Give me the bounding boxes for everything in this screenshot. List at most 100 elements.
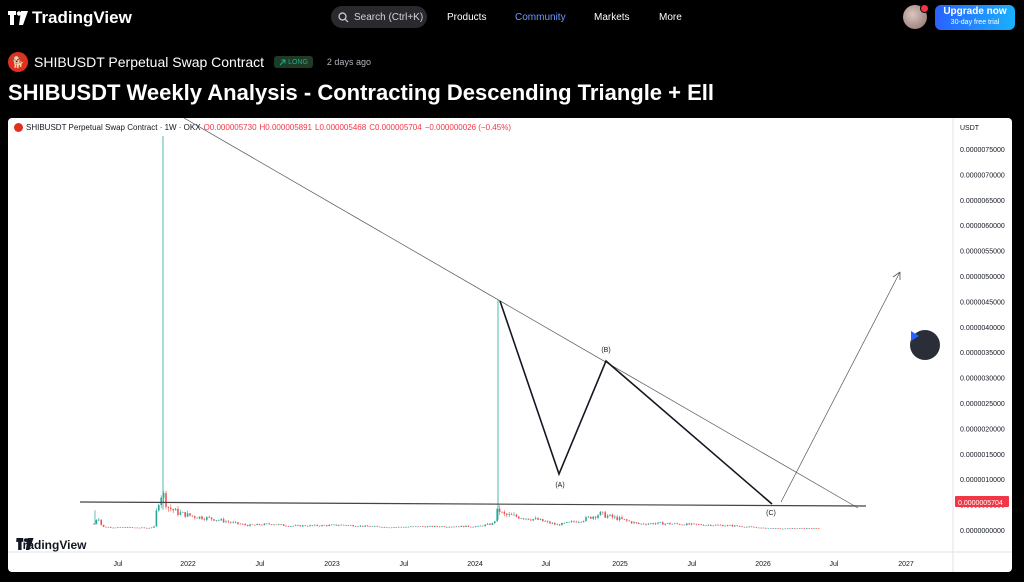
candle-body (798, 528, 801, 529)
candle-body (702, 525, 705, 526)
candle-body (753, 526, 755, 528)
candle-body (273, 524, 275, 526)
upper-trendline (183, 118, 859, 509)
candle-body (525, 518, 527, 520)
candle-body (472, 526, 474, 528)
candle-body (222, 519, 225, 523)
candle-body (93, 523, 95, 525)
nav-products[interactable]: Products (447, 12, 487, 23)
symbol-title-link[interactable]: SHIBUSDT Perpetual Swap Contract (34, 54, 265, 70)
candle-body (191, 515, 194, 517)
brand-name: TradingView (32, 8, 132, 27)
chart-legend: SHIBUSDT Perpetual Swap Contract · 1W · … (14, 123, 511, 132)
candle-body (614, 516, 616, 518)
candle-body (186, 513, 189, 517)
candle-body (722, 525, 724, 527)
candle-body (237, 522, 239, 524)
price-chart[interactable]: USDT 0.0000075000 0.0000070000 0.0000065000… (8, 118, 1012, 572)
candle-body (275, 524, 278, 526)
candle-body (314, 524, 316, 526)
candle-body (688, 523, 690, 525)
candle-body (532, 519, 534, 521)
tradingview-logo[interactable]: TradingView (8, 8, 132, 28)
candle-body (443, 526, 446, 527)
candle-body (748, 526, 750, 528)
candle-body (563, 522, 566, 524)
candle-body (126, 527, 129, 528)
candle-body (407, 526, 410, 528)
candle-body (251, 524, 254, 526)
candle-body (218, 520, 220, 521)
candle-body (575, 521, 578, 523)
candle-body (592, 516, 594, 519)
candle-body (110, 527, 112, 528)
candle-body (491, 523, 494, 525)
candle-body (789, 528, 791, 530)
candle-body (357, 526, 359, 528)
candle-body (155, 510, 158, 527)
candle-body (258, 524, 261, 525)
candle-body (590, 516, 592, 519)
candle-body (424, 526, 426, 528)
candle-body (220, 519, 222, 521)
search-button[interactable]: Search (Ctrl+K) (331, 6, 427, 28)
candle-body (640, 523, 642, 525)
nav-community[interactable]: Community (515, 12, 566, 23)
candle-body (158, 505, 160, 511)
candle-body (818, 528, 820, 530)
nav-more[interactable]: More (659, 12, 682, 23)
candle-body (285, 525, 287, 527)
candle-body (642, 523, 645, 525)
candle-body (311, 525, 314, 526)
candle-body (342, 524, 345, 526)
time-tick-label: 2024 (467, 561, 483, 568)
candle-body (338, 525, 340, 526)
candle-body (513, 514, 515, 516)
candle-body (669, 523, 671, 525)
candle-body (765, 527, 767, 529)
candle-body (551, 523, 554, 524)
candle-body (717, 524, 719, 526)
legend-close: C0.000005704 (369, 123, 422, 132)
candle-body (386, 526, 388, 528)
chart-card[interactable]: USDT 0.0000075000 0.0000070000 0.0000065000… (8, 118, 1012, 572)
candle-body (395, 527, 398, 528)
candle-body (146, 527, 148, 529)
replay-play-button[interactable] (910, 330, 940, 360)
candle-body (162, 493, 165, 498)
arrow-up-right-icon (279, 59, 286, 65)
candle-body (239, 523, 242, 525)
search-icon (338, 11, 349, 22)
candle-body (182, 511, 184, 513)
price-tick-label: 0.0000010000 (960, 477, 1005, 484)
candle-body (606, 515, 609, 518)
candle-body (477, 525, 479, 527)
candle-body (376, 526, 378, 527)
time-tick-label: Jul (256, 561, 265, 568)
candle-body (486, 523, 489, 525)
upgrade-button[interactable]: Upgrade now 30-day free trial (935, 5, 1015, 30)
candle-body (518, 516, 520, 519)
candle-body (724, 525, 726, 527)
candle-body (400, 526, 402, 528)
play-icon (911, 331, 919, 341)
candle-body (294, 525, 297, 526)
candle-body (129, 527, 131, 528)
tradingview-watermark-icon (16, 538, 34, 550)
wave-label: (C) (766, 510, 776, 517)
nav-markets[interactable]: Markets (594, 12, 630, 23)
candle-body (278, 524, 280, 525)
candle-body (119, 527, 122, 528)
elliott-wave-path (499, 300, 773, 505)
candle-body (393, 527, 395, 528)
candle-body (662, 522, 664, 525)
candle-body (808, 528, 810, 529)
price-tick-label: 0.0000020000 (960, 426, 1005, 433)
candle-body (100, 519, 102, 525)
candle-body (402, 527, 405, 528)
candle-body (378, 526, 381, 528)
candle-body (448, 526, 450, 528)
candle-body (558, 524, 561, 526)
candle-body (150, 527, 153, 529)
candle-body (650, 523, 652, 524)
